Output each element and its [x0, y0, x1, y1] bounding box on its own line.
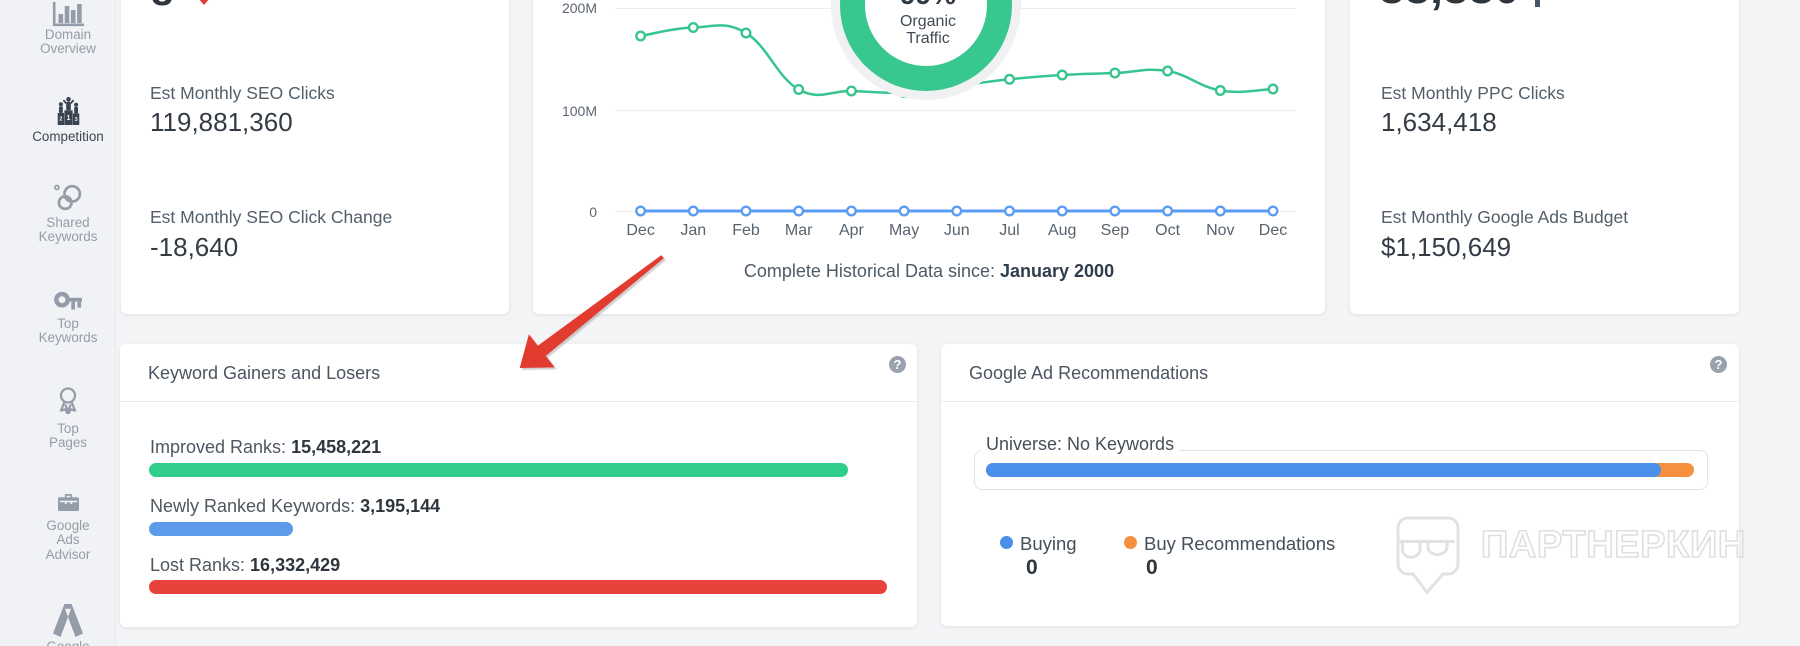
svg-text:2: 2: [59, 117, 62, 123]
svg-text:3: 3: [74, 117, 77, 123]
svg-text:1: 1: [66, 115, 70, 122]
